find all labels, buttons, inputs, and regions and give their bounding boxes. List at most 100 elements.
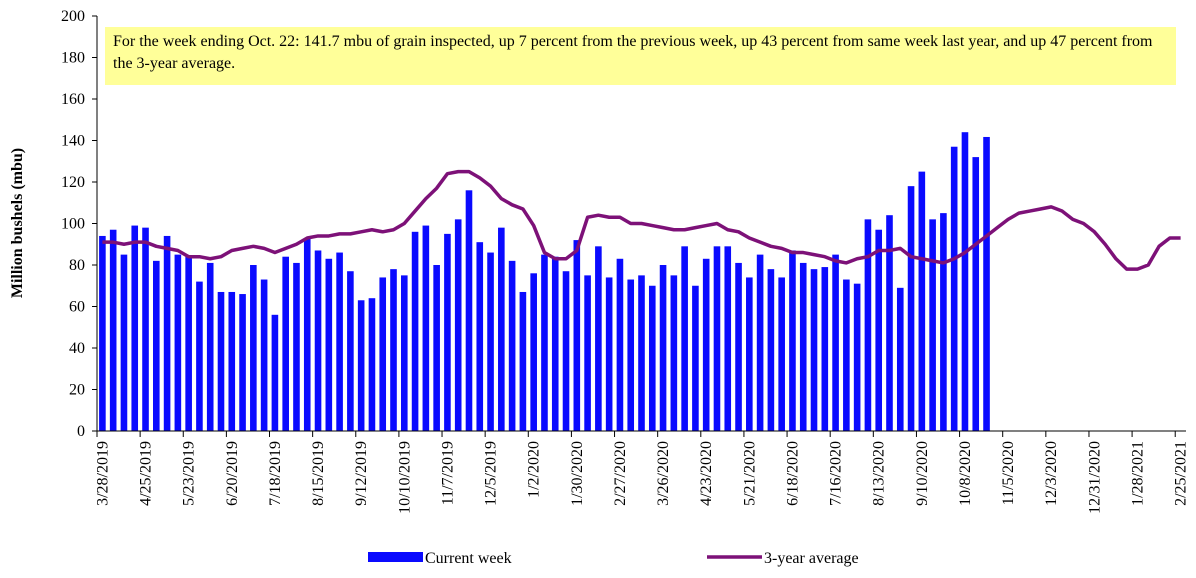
bar bbox=[659, 265, 667, 431]
bar bbox=[648, 285, 656, 431]
y-tick-label: 0 bbox=[77, 423, 85, 440]
bar bbox=[627, 279, 635, 431]
x-tick-label: 10/8/2020 bbox=[957, 441, 974, 506]
bar bbox=[250, 265, 257, 431]
x-tick-label: 12/5/2019 bbox=[483, 441, 500, 506]
bar bbox=[864, 219, 872, 431]
x-tick-label: 1/28/2021 bbox=[1129, 441, 1146, 506]
bar bbox=[605, 277, 613, 431]
y-tick-label: 140 bbox=[61, 133, 85, 150]
bar bbox=[400, 275, 408, 431]
bar bbox=[217, 291, 225, 431]
bar bbox=[260, 279, 268, 431]
y-tick-label: 160 bbox=[61, 91, 85, 108]
x-tick-label: 4/23/2020 bbox=[698, 441, 715, 506]
bar bbox=[810, 269, 818, 431]
bar bbox=[907, 186, 915, 431]
x-tick-label: 10/10/2019 bbox=[396, 441, 413, 514]
y-tick-label: 60 bbox=[69, 299, 85, 316]
bar bbox=[746, 277, 753, 431]
bar bbox=[562, 271, 570, 431]
bar bbox=[616, 258, 624, 431]
bar bbox=[972, 157, 980, 431]
bar bbox=[368, 298, 376, 431]
bar bbox=[174, 254, 182, 431]
bar bbox=[228, 291, 236, 431]
bar bbox=[724, 246, 732, 431]
bar bbox=[454, 219, 462, 431]
x-tick-label: 4/25/2019 bbox=[138, 441, 155, 506]
bar bbox=[530, 273, 537, 431]
x-tick-label: 1/2/2020 bbox=[526, 441, 543, 498]
bar bbox=[918, 171, 926, 431]
bar bbox=[950, 146, 958, 431]
bar bbox=[573, 240, 581, 431]
y-tick-label: 20 bbox=[69, 382, 85, 399]
bar bbox=[163, 235, 171, 431]
bar bbox=[411, 231, 419, 431]
x-tick-label: 9/10/2020 bbox=[914, 441, 931, 506]
bar bbox=[551, 256, 559, 431]
bar bbox=[142, 227, 149, 431]
x-tick-label: 12/3/2020 bbox=[1043, 441, 1060, 506]
bar bbox=[767, 269, 775, 431]
bar bbox=[282, 256, 289, 431]
bar bbox=[832, 254, 839, 431]
bar bbox=[390, 269, 397, 431]
y-tick-label: 180 bbox=[61, 50, 85, 67]
x-tick-label: 1/30/2020 bbox=[569, 441, 586, 506]
bar bbox=[519, 291, 527, 431]
bar bbox=[336, 252, 343, 431]
x-tick-label: 5/23/2019 bbox=[181, 441, 198, 506]
bar bbox=[379, 277, 387, 431]
bar bbox=[303, 238, 311, 431]
bar bbox=[940, 213, 947, 431]
bar bbox=[347, 271, 354, 431]
annotation: For the week ending Oct. 22: 141.7 mbu o… bbox=[105, 27, 1176, 85]
bar bbox=[357, 300, 365, 431]
bar bbox=[983, 136, 990, 431]
bar bbox=[433, 265, 440, 431]
x-tick-label: 9/12/2019 bbox=[353, 441, 370, 506]
bar bbox=[444, 233, 451, 431]
y-tick-label: 100 bbox=[61, 216, 85, 233]
x-tick-label: 5/21/2020 bbox=[741, 441, 758, 506]
bar bbox=[314, 250, 322, 431]
bar bbox=[756, 254, 764, 431]
bar bbox=[896, 287, 904, 431]
bar bbox=[131, 225, 139, 431]
bar bbox=[799, 262, 807, 431]
bar bbox=[153, 260, 160, 431]
bar bbox=[487, 252, 494, 431]
bar bbox=[120, 254, 128, 431]
bar bbox=[595, 246, 602, 431]
bar bbox=[271, 314, 279, 431]
x-tick-label: 3/28/2019 bbox=[94, 441, 111, 506]
bar bbox=[789, 250, 796, 431]
x-tick-label: 2/27/2020 bbox=[612, 441, 629, 506]
x-tick-label: 6/20/2019 bbox=[224, 441, 241, 506]
x-tick-label: 8/15/2019 bbox=[310, 441, 327, 506]
bar bbox=[853, 283, 861, 431]
bar bbox=[465, 190, 473, 431]
bar bbox=[476, 242, 484, 431]
x-tick-label: 8/13/2020 bbox=[871, 441, 888, 506]
bar bbox=[99, 235, 106, 431]
bar bbox=[821, 267, 829, 431]
bar bbox=[681, 246, 688, 431]
bar bbox=[293, 262, 300, 431]
bar bbox=[702, 258, 710, 431]
x-tick-label: 3/26/2020 bbox=[655, 441, 672, 506]
line bbox=[102, 169, 1181, 271]
bar bbox=[196, 281, 203, 431]
bar bbox=[508, 260, 516, 431]
x-tick-label: 11/7/2019 bbox=[439, 441, 456, 505]
y-tick-label: 80 bbox=[69, 257, 85, 274]
y-tick-label: 120 bbox=[61, 174, 85, 191]
bar bbox=[875, 229, 883, 431]
bar bbox=[541, 254, 548, 431]
bar bbox=[778, 277, 785, 431]
bar bbox=[239, 294, 246, 431]
